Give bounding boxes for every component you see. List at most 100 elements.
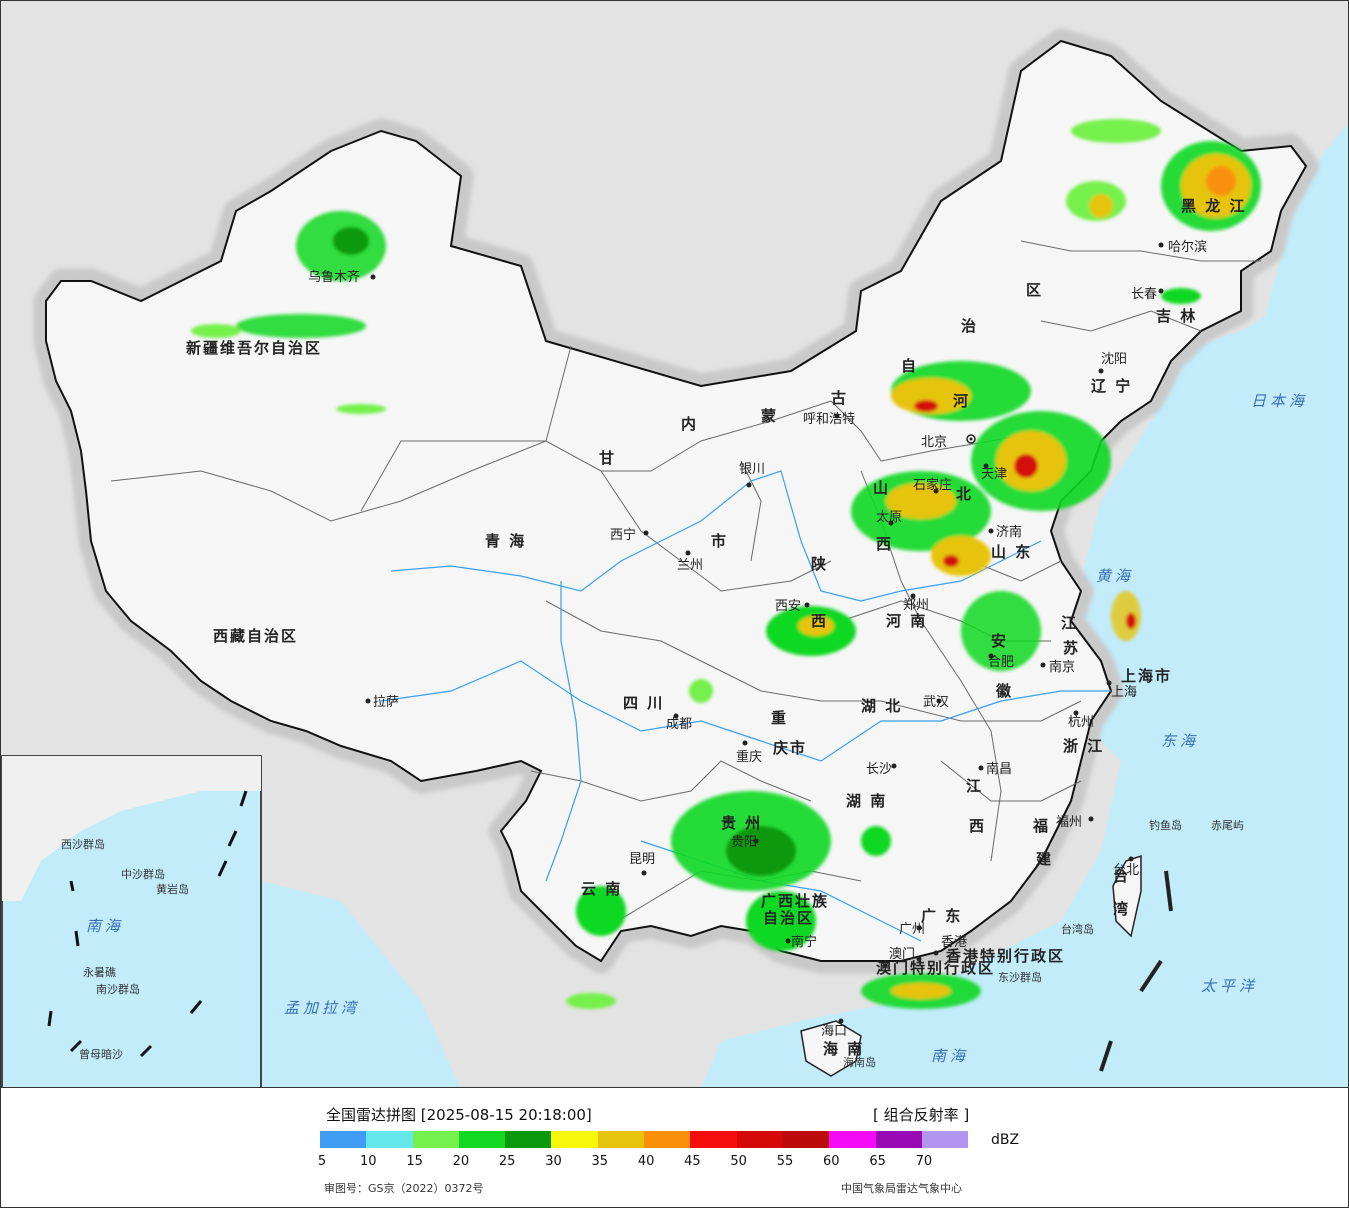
svg-text:上海: 上海 [1111,685,1137,700]
color-scale-cell [736,1131,783,1148]
svg-text:建: 建 [1036,850,1053,868]
color-scale-tick: 25 [498,1154,516,1169]
svg-text:中沙群岛: 中沙群岛 [121,867,165,881]
map-canvas: 新疆维吾尔自治区 西藏自治区 青 海 甘 市 内 蒙 古 自 治 区 黑 龙 江… [1,1,1348,1087]
svg-text:合肥: 合肥 [988,655,1014,670]
svg-text:海南岛: 海南岛 [843,1055,876,1069]
color-scale-tick: 20 [452,1154,470,1169]
svg-text:南宁: 南宁 [791,934,817,950]
svg-text:南京: 南京 [1049,659,1075,675]
color-scale-tick: 65 [869,1154,886,1169]
svg-text:广州: 广州 [899,922,925,937]
svg-text:福: 福 [1032,817,1050,835]
color-scale-cell [921,1131,969,1148]
svg-text:徽: 徽 [995,682,1013,700]
svg-text:南昌: 南昌 [986,761,1012,777]
color-scale-cell [782,1131,830,1148]
svg-text:台: 台 [1113,867,1130,885]
svg-text:西宁: 西宁 [610,527,636,543]
color-scale-cell [597,1131,645,1148]
legend-panel: 全国雷达拼图 [2025-08-15 20:18:00] [ 组合反射率 ] d… [0,1088,1349,1208]
svg-text:济南: 济南 [996,524,1022,540]
svg-text:南海: 南海 [931,1047,969,1065]
south-china-sea-inset [1,755,262,1087]
svg-text:永暑礁: 永暑礁 [83,965,116,979]
color-scale-tick: 5 [317,1154,327,1169]
svg-text:湖 北: 湖 北 [861,697,902,715]
color-scale-cell [875,1131,922,1148]
svg-text:昆明: 昆明 [629,852,655,867]
svg-text:北: 北 [956,485,973,503]
svg-text:广西壮族: 广西壮族 [761,892,829,910]
color-scale-cell [320,1131,367,1148]
svg-text:河 南: 河 南 [886,612,927,630]
svg-text:甘: 甘 [599,449,616,467]
svg-text:西沙群岛: 西沙群岛 [61,837,105,851]
svg-text:陕: 陕 [811,555,828,573]
svg-text:香港: 香港 [941,935,967,950]
svg-text:蒙: 蒙 [761,407,778,425]
color-scale-tick: 40 [637,1154,655,1169]
svg-text:黄岩岛: 黄岩岛 [156,882,189,896]
svg-text:西: 西 [876,535,893,553]
approval-number: 审图号：GS京（2022）0372号 [324,1182,484,1195]
svg-text:四 川: 四 川 [623,694,664,712]
city-markers [365,242,1164,1024]
svg-text:海口: 海口 [821,1024,847,1039]
color-scale-ticks: 5 10 15 20 25 30 35 40 45 50 55 60 65 70 [1,1154,1001,1174]
svg-text:江: 江 [966,777,983,795]
svg-text:太原: 太原 [876,510,902,525]
color-scale-tick: 15 [406,1154,423,1169]
svg-text:湾: 湾 [1113,900,1130,918]
svg-text:台北: 台北 [1113,863,1139,878]
svg-text:澳门特别行政区: 澳门特别行政区 [876,959,995,977]
color-scale-tick: 60 [823,1154,840,1169]
svg-text:黄海: 黄海 [1096,567,1134,585]
svg-text:上海市: 上海市 [1121,667,1172,685]
svg-text:福州: 福州 [1056,815,1082,830]
svg-text:自: 自 [901,357,918,375]
svg-text:北京: 北京 [921,435,947,450]
svg-text:古: 古 [831,389,848,407]
svg-text:新疆维吾尔自治区: 新疆维吾尔自治区 [186,339,322,357]
radar-echoes [191,119,1261,1009]
color-scale-tick: 50 [730,1154,747,1169]
color-scale-cell [551,1131,598,1148]
color-scale-cell [505,1131,552,1148]
svg-text:太平洋: 太平洋 [1201,977,1258,995]
svg-text:西: 西 [811,612,828,630]
legend-title: 全国雷达拼图 [2025-08-15 20:18:00] [326,1106,592,1124]
svg-text:河: 河 [953,392,970,410]
svg-text:云 南: 云 南 [581,880,622,898]
svg-text:区: 区 [1026,281,1043,299]
svg-text:海 南: 海 南 [823,1040,864,1058]
svg-text:曾母暗沙: 曾母暗沙 [79,1047,123,1061]
color-scale-tick: 70 [915,1154,933,1169]
svg-text:武汉: 武汉 [923,695,949,710]
color-scale-cell [412,1131,459,1148]
taiwan-island [1112,854,1142,938]
sea-bengal [261,881,461,1087]
svg-text:吉 林: 吉 林 [1156,307,1197,325]
sea-east [701,123,1348,1087]
svg-text:苏: 苏 [1063,639,1080,657]
color-scale-tick: 35 [591,1154,609,1169]
svg-text:西: 西 [969,817,986,835]
svg-text:西藏自治区: 西藏自治区 [213,627,298,645]
svg-text:广 东: 广 东 [921,907,962,925]
svg-text:江: 江 [1061,614,1078,632]
color-scale-tick: 30 [545,1154,562,1169]
svg-text:香港特别行政区: 香港特别行政区 [946,947,1065,965]
color-scale-cell [366,1131,413,1148]
unit-label: dBZ [991,1132,1020,1148]
svg-text:南沙群岛: 南沙群岛 [96,982,140,996]
svg-text:辽 宁: 辽 宁 [1091,377,1132,395]
color-scale-cell [644,1131,691,1148]
svg-text:石家庄: 石家庄 [913,477,952,493]
svg-text:市: 市 [711,532,728,550]
svg-text:呼和浩特: 呼和浩特 [803,412,855,427]
product-label: [ 组合反射率 ] [873,1106,970,1124]
svg-text:成都: 成都 [666,717,692,732]
svg-text:乌鲁木齐: 乌鲁木齐 [308,269,360,285]
svg-text:内: 内 [681,415,698,433]
